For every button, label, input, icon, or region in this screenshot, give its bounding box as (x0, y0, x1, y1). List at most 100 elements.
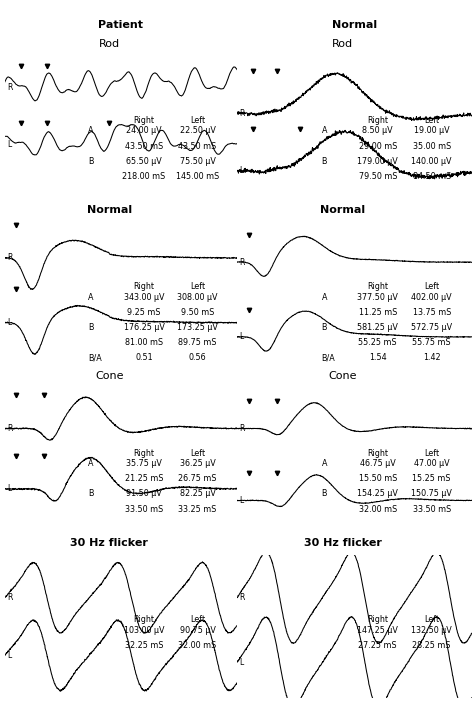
Text: 176.25 μV: 176.25 μV (124, 323, 164, 332)
Text: 218.00 mS: 218.00 mS (122, 172, 166, 181)
Text: L: L (7, 140, 11, 150)
Text: B: B (88, 157, 94, 166)
Text: L: L (7, 318, 11, 327)
Text: 15.50 mS: 15.50 mS (359, 475, 397, 484)
Text: 82.25 μV: 82.25 μV (180, 489, 216, 498)
Text: 132.50 μV: 132.50 μV (411, 625, 452, 635)
Text: Left: Left (190, 282, 205, 291)
Text: A: A (321, 293, 327, 302)
Text: R: R (7, 83, 12, 92)
Text: L: L (239, 658, 244, 667)
Text: Right: Right (134, 615, 155, 624)
Text: Left: Left (190, 116, 205, 125)
Text: Right: Right (134, 282, 155, 291)
Text: 90.75 μV: 90.75 μV (180, 625, 216, 635)
Text: 33.50 mS: 33.50 mS (125, 505, 163, 514)
Text: Left: Left (424, 449, 439, 458)
Text: Right: Right (367, 449, 388, 458)
Text: A: A (88, 126, 94, 135)
Text: 75.50 μV: 75.50 μV (180, 157, 216, 166)
Text: 150.75 μV: 150.75 μV (411, 489, 452, 498)
Text: R: R (7, 253, 12, 263)
Text: Patient: Patient (99, 20, 143, 30)
Text: 33.25 mS: 33.25 mS (178, 505, 217, 514)
Text: 30 Hz flicker: 30 Hz flicker (70, 538, 148, 548)
Text: Left: Left (424, 282, 439, 291)
Text: Cone: Cone (328, 371, 357, 381)
Text: Right: Right (134, 116, 155, 125)
Text: A: A (88, 459, 94, 468)
Text: 0.51: 0.51 (135, 353, 153, 362)
Text: 19.00 μV: 19.00 μV (414, 126, 449, 135)
Text: 46.75 μV: 46.75 μV (360, 459, 396, 468)
Text: 30 Hz flicker: 30 Hz flicker (304, 538, 382, 548)
Text: Left: Left (190, 615, 205, 624)
Text: 179.00 μV: 179.00 μV (357, 157, 398, 166)
Text: 9.50 mS: 9.50 mS (181, 308, 214, 317)
Text: 147.25 μV: 147.25 μV (357, 625, 398, 635)
Text: 32.00 mS: 32.00 mS (178, 641, 217, 650)
Text: 9.25 mS: 9.25 mS (128, 308, 161, 317)
Text: Right: Right (134, 449, 155, 458)
Text: 47.00 μV: 47.00 μV (414, 459, 449, 468)
Text: B/A: B/A (321, 353, 335, 362)
Text: 402.00 μV: 402.00 μV (411, 293, 452, 302)
Text: A: A (321, 459, 327, 468)
Text: 81.00 mS: 81.00 mS (125, 338, 163, 347)
Text: 377.50 μV: 377.50 μV (357, 293, 398, 302)
Text: Right: Right (367, 116, 388, 125)
Text: Cone: Cone (95, 371, 124, 381)
Text: Right: Right (367, 282, 388, 291)
Text: Normal: Normal (332, 20, 377, 30)
Text: 21.25 mS: 21.25 mS (125, 475, 164, 484)
Text: L: L (7, 651, 11, 660)
Text: 140.00 μV: 140.00 μV (411, 157, 452, 166)
Text: 55.25 mS: 55.25 mS (358, 338, 397, 347)
Text: 84.50 mS: 84.50 mS (413, 172, 451, 181)
Text: 28.25 mS: 28.25 mS (412, 641, 451, 650)
Text: 29.00 mS: 29.00 mS (359, 142, 397, 151)
Text: A: A (88, 293, 94, 302)
Text: 79.50 mS: 79.50 mS (358, 172, 397, 181)
Text: 43.50 mS: 43.50 mS (125, 142, 163, 151)
Text: 103.00 μV: 103.00 μV (124, 625, 164, 635)
Text: 35.75 μV: 35.75 μV (126, 459, 162, 468)
Text: 43.50 mS: 43.50 mS (178, 142, 217, 151)
Text: 91.50 μV: 91.50 μV (126, 489, 162, 498)
Text: R: R (7, 593, 12, 602)
Text: Left: Left (424, 116, 439, 125)
Text: R: R (239, 424, 245, 433)
Text: 173.25 μV: 173.25 μV (177, 323, 218, 332)
Text: 11.25 mS: 11.25 mS (359, 308, 397, 317)
Text: L: L (7, 484, 11, 494)
Text: B: B (321, 323, 327, 332)
Text: B: B (88, 323, 94, 332)
Text: 32.25 mS: 32.25 mS (125, 641, 164, 650)
Text: R: R (239, 258, 245, 267)
Text: 27.25 mS: 27.25 mS (358, 641, 397, 650)
Text: 1.54: 1.54 (369, 353, 387, 362)
Text: Normal: Normal (320, 205, 365, 215)
Text: B/A: B/A (88, 353, 102, 362)
Text: Rod: Rod (332, 39, 353, 48)
Text: 581.25 μV: 581.25 μV (357, 323, 398, 332)
Text: L: L (239, 496, 244, 505)
Text: 89.75 mS: 89.75 mS (178, 338, 217, 347)
Text: A: A (321, 126, 327, 135)
Text: Right: Right (367, 615, 388, 624)
Text: L: L (239, 333, 244, 341)
Text: 343.00 μV: 343.00 μV (124, 293, 164, 302)
Text: 8.50 μV: 8.50 μV (363, 126, 393, 135)
Text: 308.00 μV: 308.00 μV (177, 293, 218, 302)
Text: 24.00 μV: 24.00 μV (126, 126, 162, 135)
Text: B: B (88, 489, 94, 498)
Text: 13.75 mS: 13.75 mS (412, 308, 451, 317)
Text: B: B (321, 157, 327, 166)
Text: R: R (7, 424, 12, 433)
Text: 35.00 mS: 35.00 mS (413, 142, 451, 151)
Text: R: R (239, 593, 245, 602)
Text: 26.75 mS: 26.75 mS (178, 475, 217, 484)
Text: Rod: Rod (99, 39, 120, 48)
Text: 36.25 μV: 36.25 μV (180, 459, 215, 468)
Text: L: L (239, 166, 244, 175)
